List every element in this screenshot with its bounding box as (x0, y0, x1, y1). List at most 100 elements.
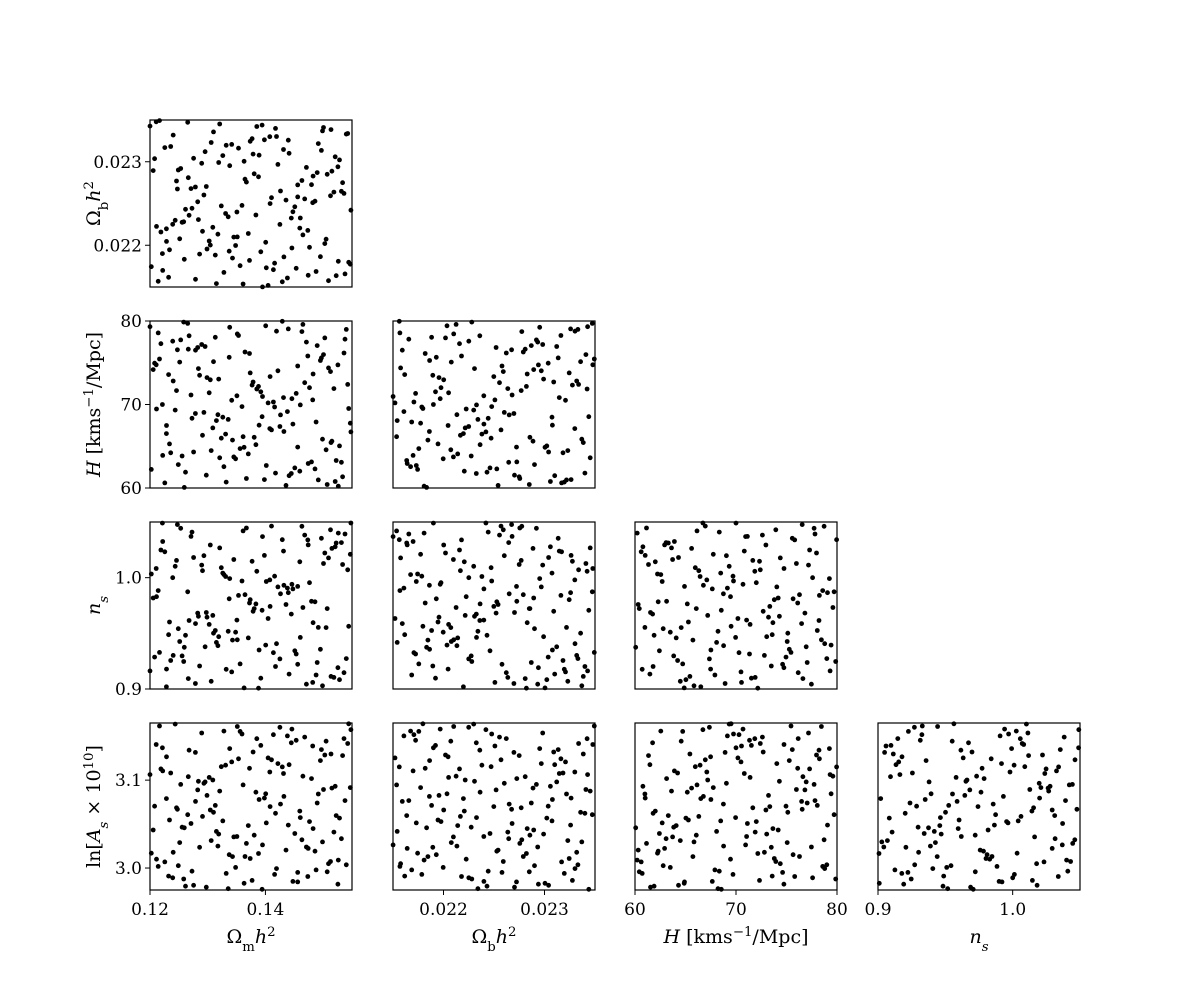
scatter-point (640, 544, 646, 550)
scatter-point (256, 685, 261, 691)
scatter-point (196, 217, 201, 223)
panel-frame (149, 119, 353, 288)
scatter-point (328, 674, 334, 679)
scatter-point (271, 267, 276, 273)
scatter-point (745, 821, 750, 826)
scatter-point (177, 639, 183, 644)
scatter-point (500, 527, 506, 533)
scatter-point (193, 184, 198, 190)
scatter-point (444, 323, 450, 329)
scatter-point (281, 548, 286, 554)
scatter-point (684, 601, 690, 607)
scatter-point (709, 879, 715, 884)
scatter-point (427, 758, 432, 763)
scatter-point (489, 404, 495, 409)
scatter-point (421, 857, 427, 863)
scatter-point (698, 684, 704, 690)
scatter-point (323, 625, 329, 630)
scatter-point (572, 426, 578, 431)
scatter-point (254, 568, 260, 574)
scatter-point (519, 329, 525, 334)
scatter-point (1036, 780, 1042, 786)
scatter-point (408, 572, 413, 577)
scatter-point (559, 480, 564, 486)
scatter-point (174, 388, 179, 393)
scatter-point (715, 628, 721, 634)
scatter-point (453, 773, 459, 779)
scatter-point (250, 749, 256, 755)
scatter-point (295, 661, 301, 667)
scatter-point (281, 771, 286, 776)
scatter-point (537, 746, 543, 751)
scatter-point (565, 838, 571, 843)
scatter-point (721, 591, 726, 597)
scatter-point (937, 823, 943, 828)
scatter-point (570, 878, 575, 883)
scatter-point (170, 221, 176, 227)
scatter-point (313, 672, 319, 678)
scatter-point (167, 247, 172, 253)
scatter-point (736, 650, 742, 656)
scatter-point (528, 343, 534, 348)
scatter-point (958, 747, 964, 753)
scatter-point (701, 794, 706, 799)
scatter-point (800, 676, 806, 681)
scatter-point (239, 203, 245, 208)
scatter-point (312, 599, 318, 605)
scatter-point (288, 740, 294, 746)
scatter-point (267, 134, 273, 140)
scatter-point (506, 459, 512, 465)
scatter-point (200, 228, 205, 234)
scatter-point (817, 593, 822, 598)
scatter-point (648, 884, 653, 890)
scatter-point (259, 886, 265, 892)
scatter-point (926, 825, 931, 831)
scatter-point (339, 540, 344, 545)
scatter-point (233, 865, 239, 870)
scatter-point (580, 674, 586, 679)
scatter-point (586, 886, 592, 892)
scatter-point (827, 746, 832, 751)
panel-omega_b-vs-H (390, 318, 597, 490)
scatter-point (651, 883, 657, 889)
scatter-point (240, 434, 246, 440)
scatter-point (314, 170, 320, 176)
scatter-point (499, 363, 505, 369)
scatter-point (635, 602, 641, 607)
scatter-point (189, 205, 195, 211)
scatter-point (289, 581, 295, 587)
scatter-point (323, 738, 329, 744)
scatter-point (487, 648, 493, 654)
scatter-point (479, 431, 485, 437)
scatter-point (500, 859, 506, 864)
scatter-point (690, 637, 696, 643)
scatter-point (160, 251, 165, 256)
scatter-point (211, 129, 216, 135)
scatter-point (714, 640, 719, 645)
scatter-point (770, 826, 776, 831)
scatter-point (731, 578, 736, 584)
scatter-point (1057, 747, 1063, 752)
scatter-point (309, 598, 314, 604)
scatter-point (329, 438, 335, 444)
scatter-point (175, 806, 180, 812)
scatter-point (337, 157, 342, 163)
scatter-point (795, 600, 801, 606)
scatter-point (747, 622, 753, 627)
scatter-point (728, 623, 734, 629)
scatter-point (634, 857, 640, 863)
scatter-point (584, 568, 590, 574)
scatter-point (921, 831, 927, 836)
scatter-point (731, 731, 736, 737)
scatter-point (568, 590, 573, 596)
scatter-point (267, 804, 273, 809)
scatter-point (741, 771, 747, 776)
scatter-point (302, 196, 308, 202)
scatter-point (514, 879, 519, 885)
scatter-point (572, 866, 578, 871)
scatter-point (696, 568, 702, 574)
scatter-point (799, 621, 804, 626)
scatter-point (436, 793, 442, 798)
scatter-point (517, 841, 523, 846)
scatter-point (455, 635, 461, 641)
